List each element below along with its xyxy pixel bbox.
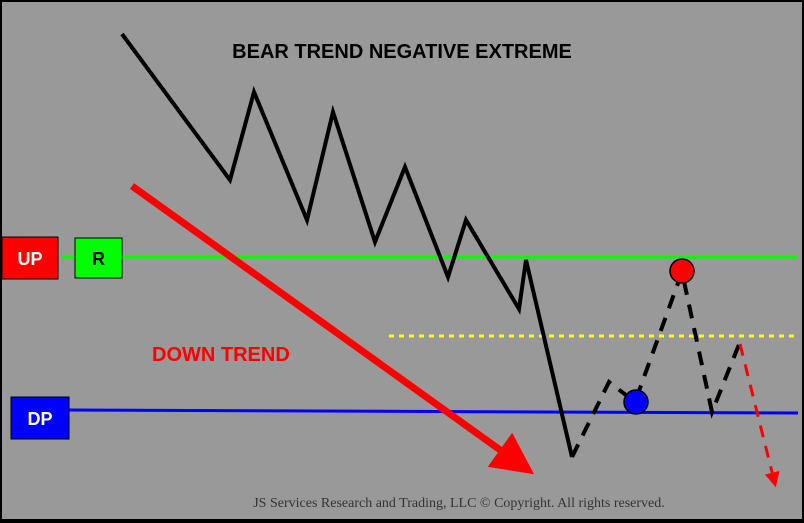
- red-marker: [669, 258, 695, 284]
- dp-label: DP: [27, 409, 52, 429]
- copyright-text: JS Services Research and Trading, LLC © …: [253, 496, 665, 511]
- price-path-projected: [570, 264, 744, 458]
- up-box: UP: [2, 236, 59, 280]
- down-trend-label: DOWN TREND: [152, 344, 290, 366]
- up-label: UP: [17, 249, 42, 269]
- blue-marker: [623, 389, 649, 415]
- r-label: R: [92, 249, 105, 269]
- page-title: BEAR TREND NEGATIVE EXTREME: [232, 41, 572, 63]
- continuation-arrow: [738, 343, 780, 488]
- price-path-solid: [120, 32, 574, 458]
- down-trend-arrow: [129, 183, 535, 475]
- dp-box: DP: [10, 396, 70, 440]
- dp-line: [61, 408, 799, 415]
- r-box: R: [74, 237, 123, 279]
